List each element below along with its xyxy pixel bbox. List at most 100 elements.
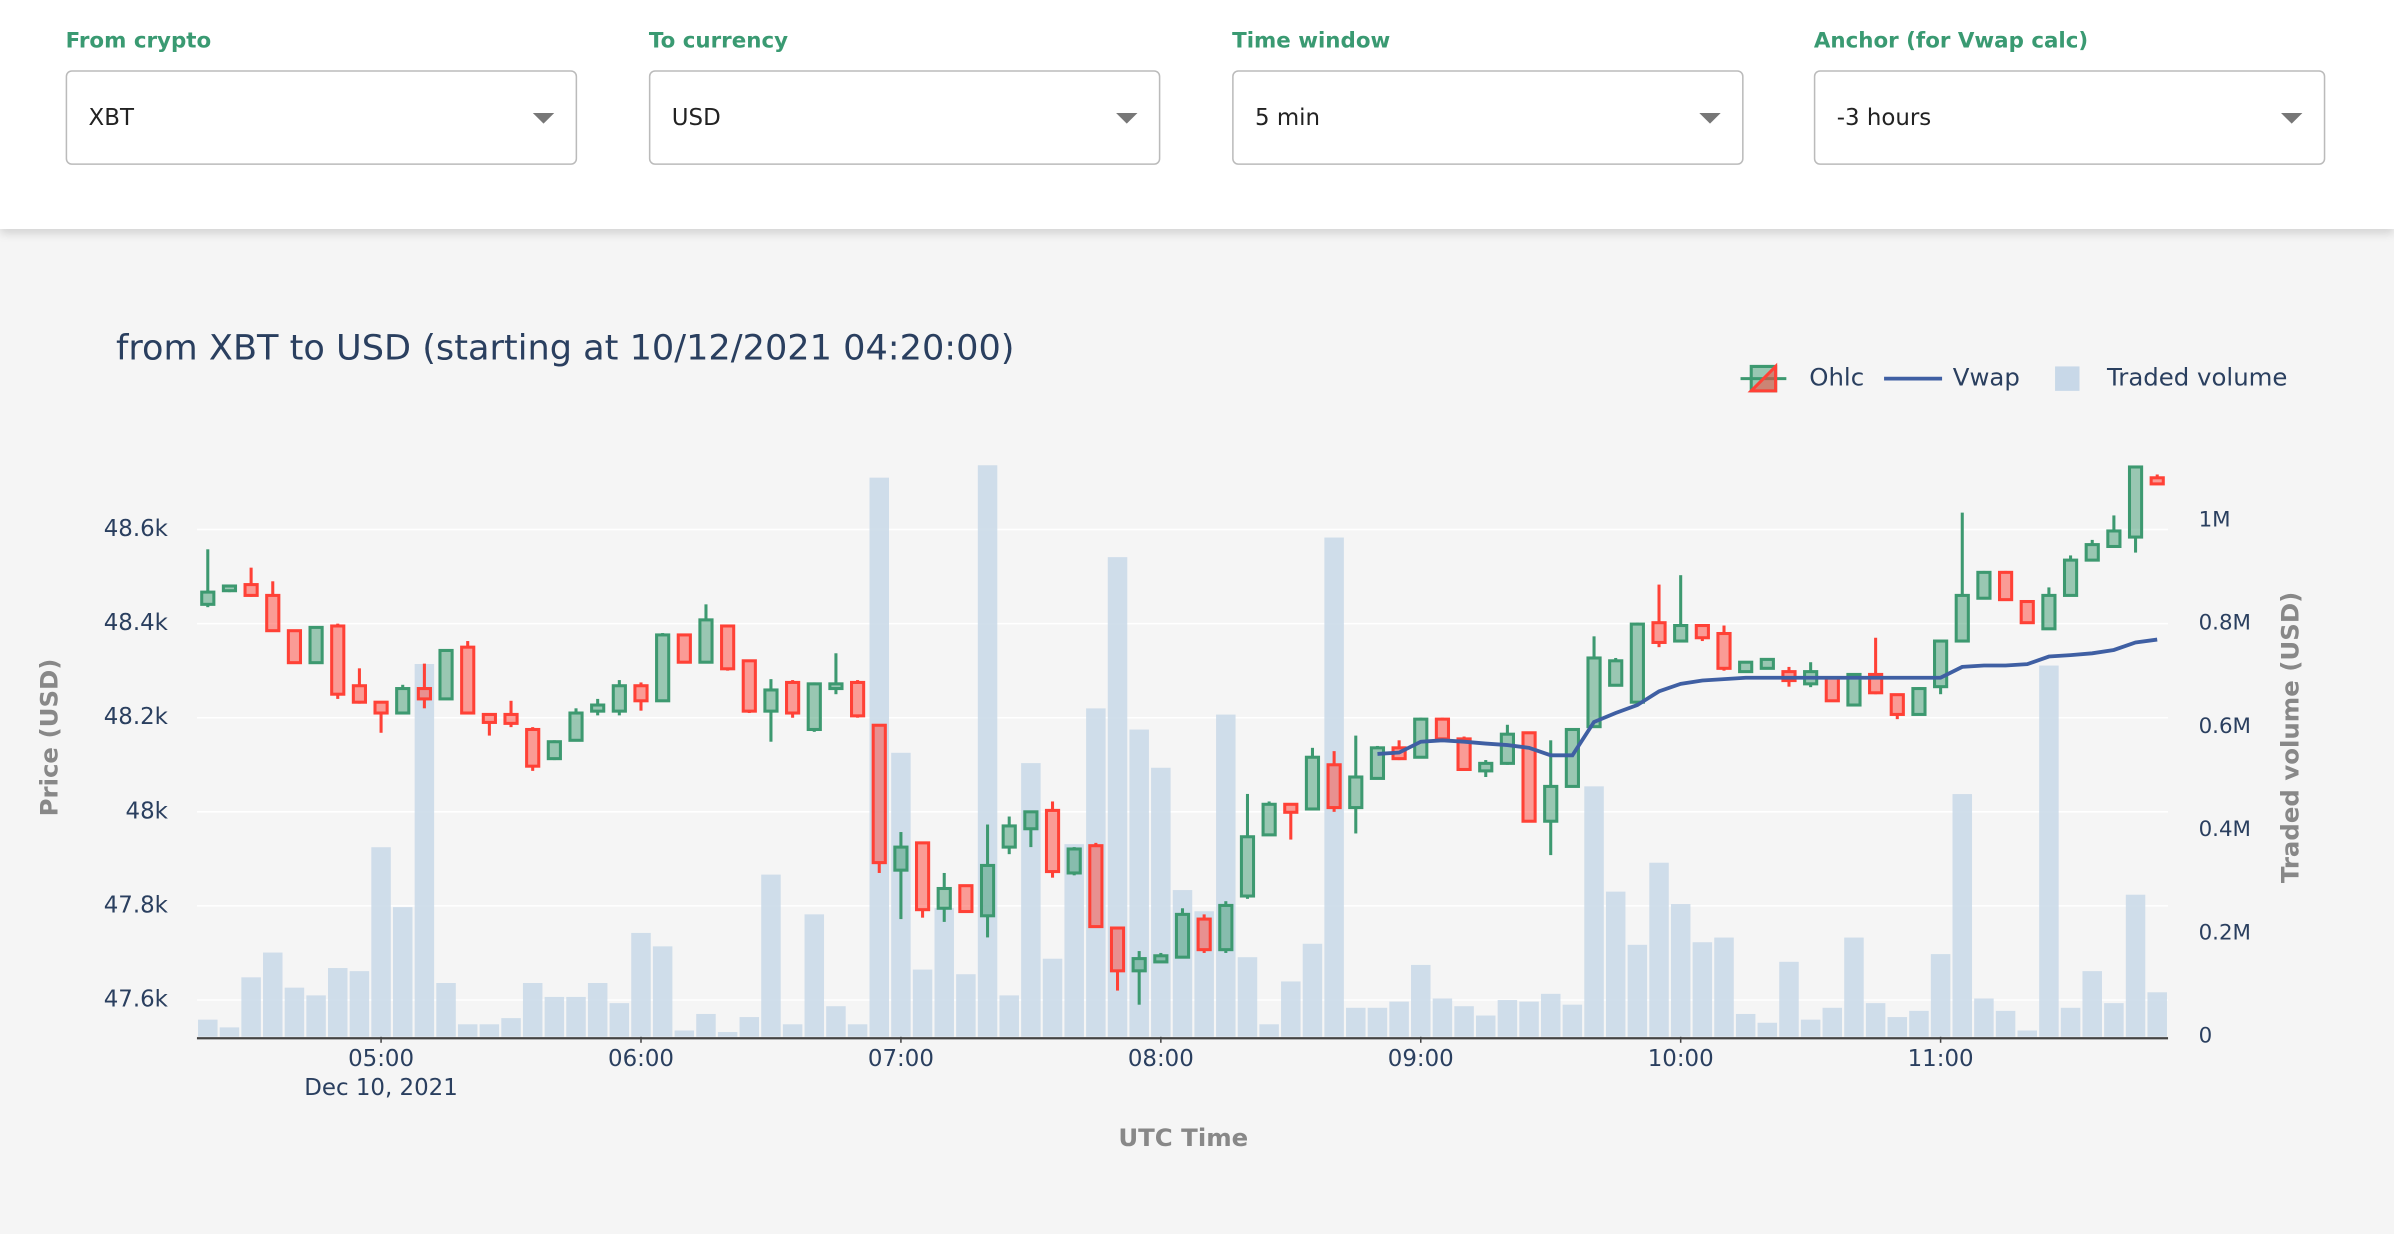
candle-body xyxy=(460,645,476,715)
candle-body xyxy=(914,841,931,912)
controls-header: From crypto XBT To currency USD Time window 5… xyxy=(0,0,2394,230)
dropdown[interactable]: -3 hours xyxy=(1813,70,2326,165)
candle-body xyxy=(1283,802,1299,814)
candle-body xyxy=(1044,808,1061,874)
candle-body xyxy=(1954,593,1970,643)
candle-body xyxy=(1109,926,1126,973)
candle-body xyxy=(1478,761,1494,773)
candle-body xyxy=(1131,957,1147,973)
dropdown-value: USD xyxy=(671,103,721,132)
x-tick-label: 11:00 xyxy=(1908,1046,1974,1072)
x-tick-label: 08:00 xyxy=(1128,1046,1194,1072)
volume-bar xyxy=(1389,1001,1409,1037)
candle-body xyxy=(1434,717,1451,741)
candle-body xyxy=(1976,570,1992,600)
candle-body xyxy=(1499,732,1515,765)
volume-bar xyxy=(1042,958,1063,1037)
candle-body xyxy=(1608,659,1624,687)
candle-body xyxy=(1911,687,1927,716)
candle-body xyxy=(546,740,562,761)
candle-body xyxy=(1629,622,1645,704)
y2-tick-label: 0.8M xyxy=(2199,611,2251,636)
legend-icon xyxy=(1747,362,1778,393)
volume-bar xyxy=(1367,1007,1388,1037)
candle-body xyxy=(286,629,303,665)
volume-bar xyxy=(1844,937,1864,1037)
volume-bar xyxy=(1692,942,1713,1037)
candle-body xyxy=(720,624,736,671)
volume-bar xyxy=(219,1027,240,1037)
x-tick-label: 09:00 xyxy=(1388,1046,1454,1072)
volume-bar xyxy=(1584,786,1604,1037)
volume-bar xyxy=(761,874,781,1037)
candle-body xyxy=(1521,731,1537,823)
candle-body xyxy=(1413,717,1429,759)
candle-body xyxy=(1651,621,1667,644)
volume-bar xyxy=(2082,971,2102,1037)
volume-bar xyxy=(1519,1001,1539,1037)
volume-bar xyxy=(1237,957,1258,1037)
candle-body xyxy=(1088,844,1104,929)
volume-bar xyxy=(1865,1003,1886,1037)
chart-title: from XBT to USD (starting at 10/12/2021 … xyxy=(116,328,1014,369)
y-tick-label: 47.8k xyxy=(104,892,169,918)
volume-bar xyxy=(198,1019,218,1037)
volume-bar xyxy=(1107,557,1128,1037)
volume-bar xyxy=(1562,1004,1583,1037)
volume-bar xyxy=(1259,1024,1279,1037)
candle-body xyxy=(2127,465,2144,539)
candle-body xyxy=(611,684,627,713)
volume-bar xyxy=(999,995,1019,1037)
candle-body xyxy=(741,659,757,713)
volume-bar xyxy=(1735,1013,1756,1037)
volume-bar xyxy=(522,983,543,1037)
y-tick-label: 48.2k xyxy=(104,704,169,730)
volume-bar xyxy=(479,1024,500,1037)
volume-bar xyxy=(1995,1010,2016,1037)
volume-bar xyxy=(1151,767,1171,1037)
candle-body xyxy=(806,682,822,732)
dropdown[interactable]: XBT xyxy=(65,70,578,165)
volume-bar xyxy=(1952,794,1973,1037)
volume-bar xyxy=(1346,1007,1366,1037)
candle-body xyxy=(676,633,692,664)
volume-bar xyxy=(956,974,976,1037)
volume-bar xyxy=(1779,961,1799,1037)
chart: from XBT to USD (starting at 10/12/2021 … xyxy=(34,328,2304,1152)
volume-bar xyxy=(674,1030,695,1037)
volume-bar xyxy=(2039,665,2059,1037)
candle-body xyxy=(1824,676,1840,703)
x-tick-label: 07:00 xyxy=(868,1046,934,1072)
candle-body xyxy=(1933,639,1949,689)
volume-bar xyxy=(263,952,283,1037)
candle-body xyxy=(2149,476,2165,486)
candle-body xyxy=(763,688,779,713)
dropdown[interactable]: USD xyxy=(648,70,1161,165)
volume-bar xyxy=(977,465,998,1037)
candle-body xyxy=(1218,903,1234,952)
volume-bar xyxy=(284,987,305,1037)
volume-bar xyxy=(652,946,673,1037)
dropdown-caret xyxy=(532,112,555,124)
volume-bar xyxy=(392,907,413,1037)
candle-body xyxy=(1174,912,1191,959)
candle-body xyxy=(2106,529,2122,549)
candle-body xyxy=(525,727,541,768)
candle-body xyxy=(1023,810,1039,831)
candle-body xyxy=(1348,775,1364,810)
candle-body xyxy=(1759,657,1775,670)
dropdown[interactable]: 5 min xyxy=(1232,70,1744,165)
candle-body xyxy=(1738,660,1754,674)
candle-body xyxy=(1066,847,1082,875)
volume-bar xyxy=(1497,1000,1518,1037)
volume-bar xyxy=(717,1032,738,1037)
volume-bar xyxy=(544,996,565,1037)
candle-body xyxy=(1543,784,1559,823)
candle-body xyxy=(1456,737,1472,772)
volume-bar xyxy=(934,908,954,1037)
y-tick-label: 48k xyxy=(126,798,169,824)
volume-bar xyxy=(1909,1010,1929,1037)
volume-bar xyxy=(1800,1019,1821,1037)
legend-label: Traded volume xyxy=(2106,363,2287,392)
volume-bar xyxy=(1021,763,1041,1037)
